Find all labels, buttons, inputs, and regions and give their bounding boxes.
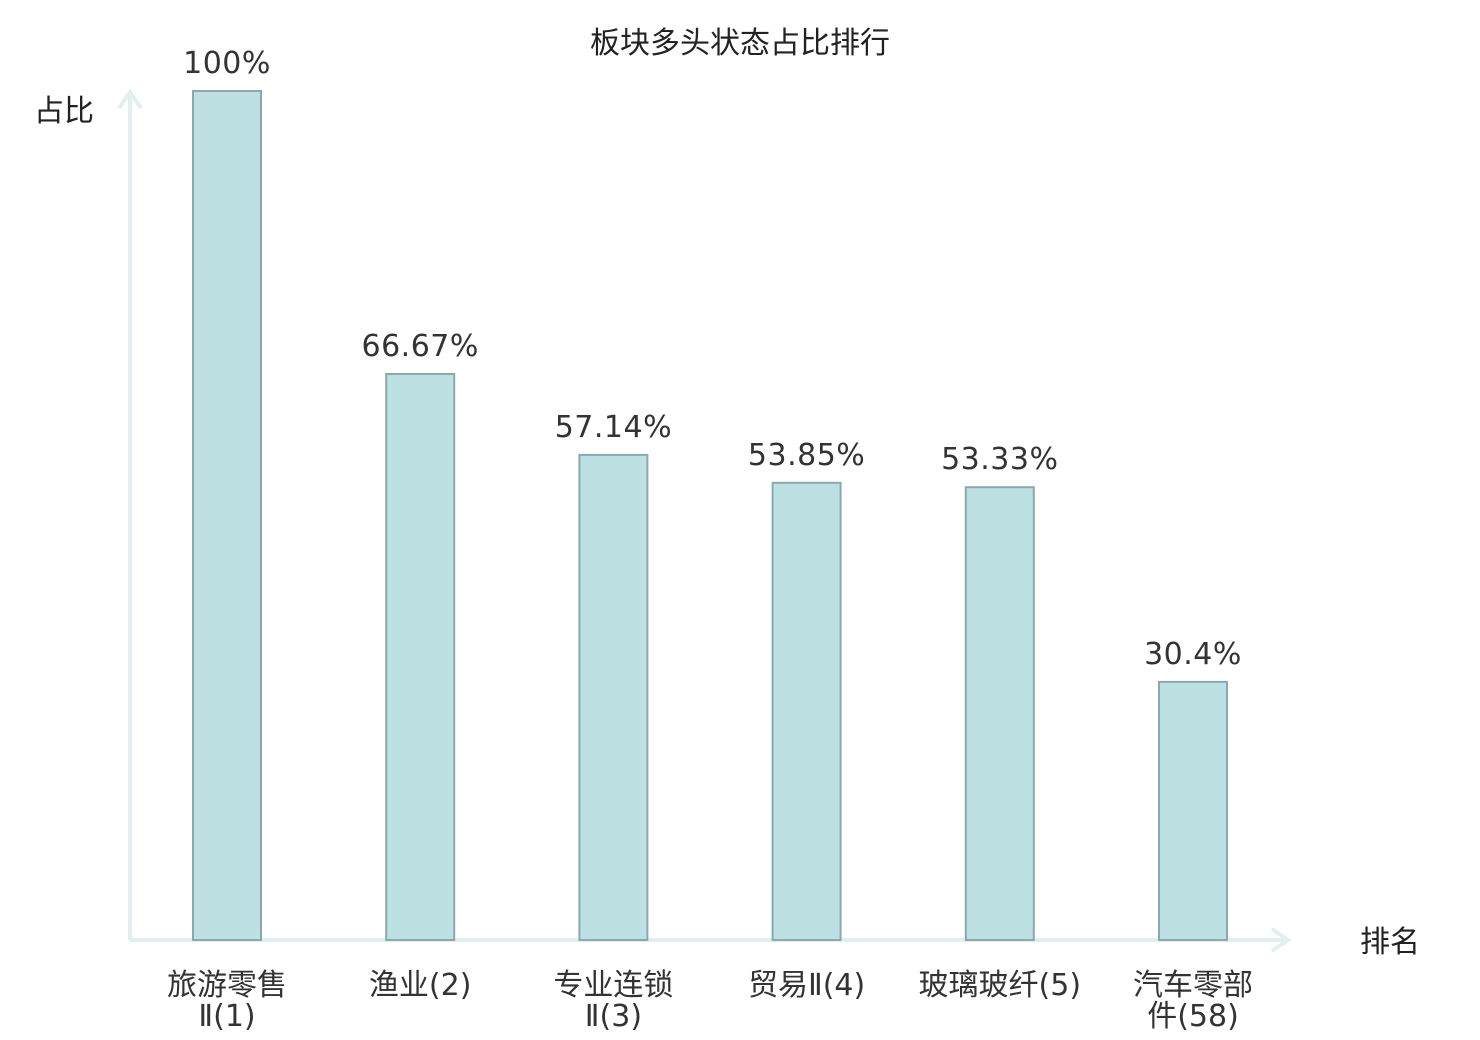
category-label-line: Ⅱ(1) <box>198 999 255 1034</box>
category-label-2: 渔业(2) <box>369 968 472 1003</box>
y-axis <box>117 88 143 940</box>
bar-4 <box>771 481 842 941</box>
value-label-2: 66.67% <box>362 329 479 364</box>
bar-3 <box>578 453 649 941</box>
bar-1 <box>192 90 262 941</box>
category-label-1: 旅游零售 Ⅱ(1) <box>167 968 287 1034</box>
category-label-5: 玻璃玻纤(5) <box>919 968 1082 1003</box>
x-axis <box>130 927 1292 953</box>
chart-title: 板块多头状态占比排行 <box>590 26 890 61</box>
x-axis-label: 排名 <box>1360 925 1420 960</box>
category-label-3: 专业连锁 Ⅱ(3) <box>553 968 673 1034</box>
bar-6 <box>1158 680 1228 942</box>
category-labels-group: 旅游零售 Ⅱ(1) 渔业(2) 专业连锁 Ⅱ(3) 贸易Ⅱ(4) 玻璃玻纤(5) 汽车零部件(… <box>167 968 1253 1034</box>
category-label-line: Ⅱ(3) <box>585 999 642 1034</box>
category-label-line: 贸易Ⅱ(4) <box>748 968 865 1003</box>
bar-5 <box>964 486 1035 941</box>
category-label-line: 件(58) <box>1147 999 1239 1034</box>
value-label-3: 57.14% <box>555 410 672 445</box>
value-labels-group: 100% 66.67% 57.14% 53.85% 53.33% 30.4% <box>183 46 1242 672</box>
value-label-1: 100% <box>183 46 271 81</box>
category-label-line: 玻璃玻纤(5) <box>919 968 1082 1003</box>
category-label-line: 专业连锁 <box>553 968 673 1003</box>
category-label-line: 渔业(2) <box>369 968 472 1003</box>
category-label-line: 旅游零售 <box>167 968 287 1003</box>
category-label-line: 汽车零部 <box>1133 968 1253 1003</box>
category-label-4: 贸易Ⅱ(4) <box>748 968 865 1003</box>
value-label-5: 53.33% <box>941 442 1058 477</box>
value-label-4: 53.85% <box>748 438 865 473</box>
bars-group <box>192 90 1228 942</box>
value-label-6: 30.4% <box>1144 637 1242 672</box>
y-axis-label: 占比 <box>34 94 94 129</box>
bar-2 <box>385 373 456 941</box>
category-label-6: 汽车零部件(58) <box>1133 968 1253 1034</box>
